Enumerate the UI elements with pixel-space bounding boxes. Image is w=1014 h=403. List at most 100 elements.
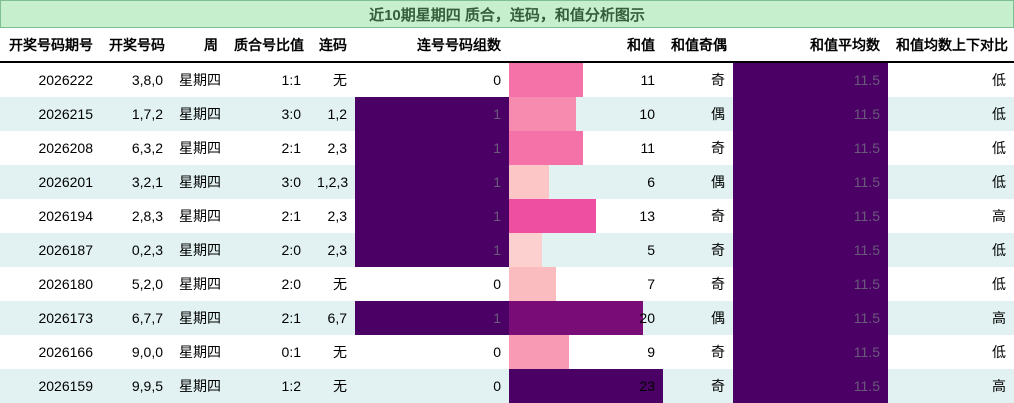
cell-period[interactable]: 2026180: [38, 276, 93, 292]
cell-period[interactable]: 2026187: [0, 233, 101, 267]
cell-compare[interactable]: 低: [992, 72, 1006, 88]
cell-ratio[interactable]: 0:1: [281, 344, 301, 360]
cell-sum[interactable]: 20: [509, 301, 663, 335]
cell-week[interactable]: 星期四: [179, 208, 221, 224]
cell-avg[interactable]: 11.5: [733, 335, 888, 369]
cell-consec[interactable]: 无: [333, 276, 347, 292]
cell-sum[interactable]: 7: [509, 267, 663, 301]
cell-parity[interactable]: 奇: [711, 344, 725, 360]
cell-week[interactable]: 星期四: [171, 301, 226, 335]
cell-week[interactable]: 星期四: [179, 344, 221, 360]
cell-ratio[interactable]: 1:2: [226, 369, 309, 403]
cell-numbers[interactable]: 1,7,2: [101, 97, 171, 131]
cell-groups[interactable]: 0: [493, 72, 501, 88]
cell-ratio[interactable]: 2:1: [226, 301, 309, 335]
cell-sum[interactable]: 9: [509, 335, 663, 369]
cell-groups[interactable]: 1: [355, 131, 509, 165]
cell-ratio[interactable]: 2:0: [281, 276, 301, 292]
cell-period[interactable]: 2026166: [38, 344, 93, 360]
cell-period[interactable]: 2026215: [0, 97, 101, 131]
cell-consec[interactable]: 2,3: [327, 208, 347, 224]
cell-consec[interactable]: 无: [333, 344, 347, 360]
cell-week[interactable]: 星期四: [171, 165, 226, 199]
cell-avg[interactable]: 11.5: [733, 97, 888, 131]
header-avg[interactable]: 和值平均数: [733, 28, 888, 63]
cell-numbers[interactable]: 0,2,3: [101, 233, 171, 267]
cell-numbers[interactable]: 3,2,1: [101, 165, 171, 199]
cell-period[interactable]: 2026159: [0, 369, 101, 403]
cell-avg[interactable]: 11.5: [733, 301, 888, 335]
cell-compare[interactable]: 低: [992, 344, 1006, 360]
cell-numbers[interactable]: 9,0,0: [131, 344, 163, 360]
cell-ratio[interactable]: 2:1: [281, 140, 301, 156]
cell-parity[interactable]: 奇: [711, 140, 725, 156]
cell-consec[interactable]: 无: [309, 369, 355, 403]
cell-numbers[interactable]: 6,3,2: [131, 140, 163, 156]
cell-ratio[interactable]: 1:1: [281, 72, 301, 88]
cell-consec[interactable]: 2,3: [327, 140, 347, 156]
header-ratio[interactable]: 质合号比值: [226, 28, 309, 63]
cell-numbers[interactable]: 2,8,3: [131, 208, 163, 224]
cell-avg[interactable]: 11.5: [733, 233, 888, 267]
cell-groups[interactable]: 1: [355, 301, 509, 335]
cell-parity[interactable]: 奇: [663, 233, 733, 267]
cell-avg[interactable]: 11.5: [733, 369, 888, 403]
header-week[interactable]: 周: [171, 28, 226, 63]
cell-parity[interactable]: 奇: [711, 276, 725, 292]
cell-compare[interactable]: 低: [992, 140, 1006, 156]
cell-numbers[interactable]: 5,2,0: [131, 276, 163, 292]
cell-sum[interactable]: 11: [509, 131, 663, 165]
cell-parity[interactable]: 奇: [711, 72, 725, 88]
cell-week[interactable]: 星期四: [179, 276, 221, 292]
cell-groups[interactable]: 1: [355, 233, 509, 267]
cell-avg[interactable]: 11.5: [733, 165, 888, 199]
cell-groups[interactable]: 1: [355, 97, 509, 131]
cell-period[interactable]: 2026208: [38, 140, 93, 156]
cell-groups[interactable]: 0: [493, 276, 501, 292]
cell-parity[interactable]: 偶: [663, 165, 733, 199]
cell-groups[interactable]: 0: [493, 344, 501, 360]
cell-ratio[interactable]: 2:0: [226, 233, 309, 267]
cell-parity[interactable]: 偶: [663, 301, 733, 335]
cell-period[interactable]: 2026201: [0, 165, 101, 199]
cell-avg[interactable]: 11.5: [733, 62, 888, 97]
cell-compare[interactable]: 低: [888, 165, 1014, 199]
cell-avg[interactable]: 11.5: [733, 267, 888, 301]
cell-numbers[interactable]: 6,7,7: [101, 301, 171, 335]
cell-ratio[interactable]: 3:0: [226, 165, 309, 199]
cell-sum[interactable]: 23: [509, 369, 663, 403]
cell-consec[interactable]: 6,7: [309, 301, 355, 335]
cell-consec[interactable]: 1,2: [309, 97, 355, 131]
cell-parity[interactable]: 奇: [663, 369, 733, 403]
cell-parity[interactable]: 偶: [663, 97, 733, 131]
cell-compare[interactable]: 高: [888, 369, 1014, 403]
cell-sum[interactable]: 6: [509, 165, 663, 199]
header-sum[interactable]: 和值: [509, 28, 663, 63]
cell-ratio[interactable]: 2:1: [281, 208, 301, 224]
cell-groups[interactable]: 1: [355, 165, 509, 199]
cell-week[interactable]: 星期四: [171, 97, 226, 131]
cell-compare[interactable]: 低: [888, 97, 1014, 131]
cell-compare[interactable]: 低: [888, 233, 1014, 267]
cell-sum[interactable]: 11: [509, 62, 663, 97]
cell-sum[interactable]: 5: [509, 233, 663, 267]
header-compare[interactable]: 和值均数上下对比: [888, 28, 1014, 63]
cell-consec[interactable]: 1,2,3: [309, 165, 355, 199]
cell-period[interactable]: 2026194: [38, 208, 93, 224]
cell-groups[interactable]: 1: [355, 199, 509, 233]
header-parity[interactable]: 和值奇偶: [663, 28, 733, 63]
cell-groups[interactable]: 0: [355, 369, 509, 403]
cell-consec[interactable]: 无: [333, 72, 347, 88]
header-period[interactable]: 开奖号码期号: [0, 28, 101, 63]
header-consec[interactable]: 连码: [309, 28, 355, 63]
header-numbers[interactable]: 开奖号码: [101, 28, 171, 63]
cell-period[interactable]: 2026173: [0, 301, 101, 335]
cell-avg[interactable]: 11.5: [733, 131, 888, 165]
cell-compare[interactable]: 高: [992, 208, 1006, 224]
cell-numbers[interactable]: 9,9,5: [101, 369, 171, 403]
cell-week[interactable]: 星期四: [179, 140, 221, 156]
cell-week[interactable]: 星期四: [179, 72, 221, 88]
cell-compare[interactable]: 高: [888, 301, 1014, 335]
cell-consec[interactable]: 2,3: [309, 233, 355, 267]
cell-week[interactable]: 星期四: [171, 233, 226, 267]
